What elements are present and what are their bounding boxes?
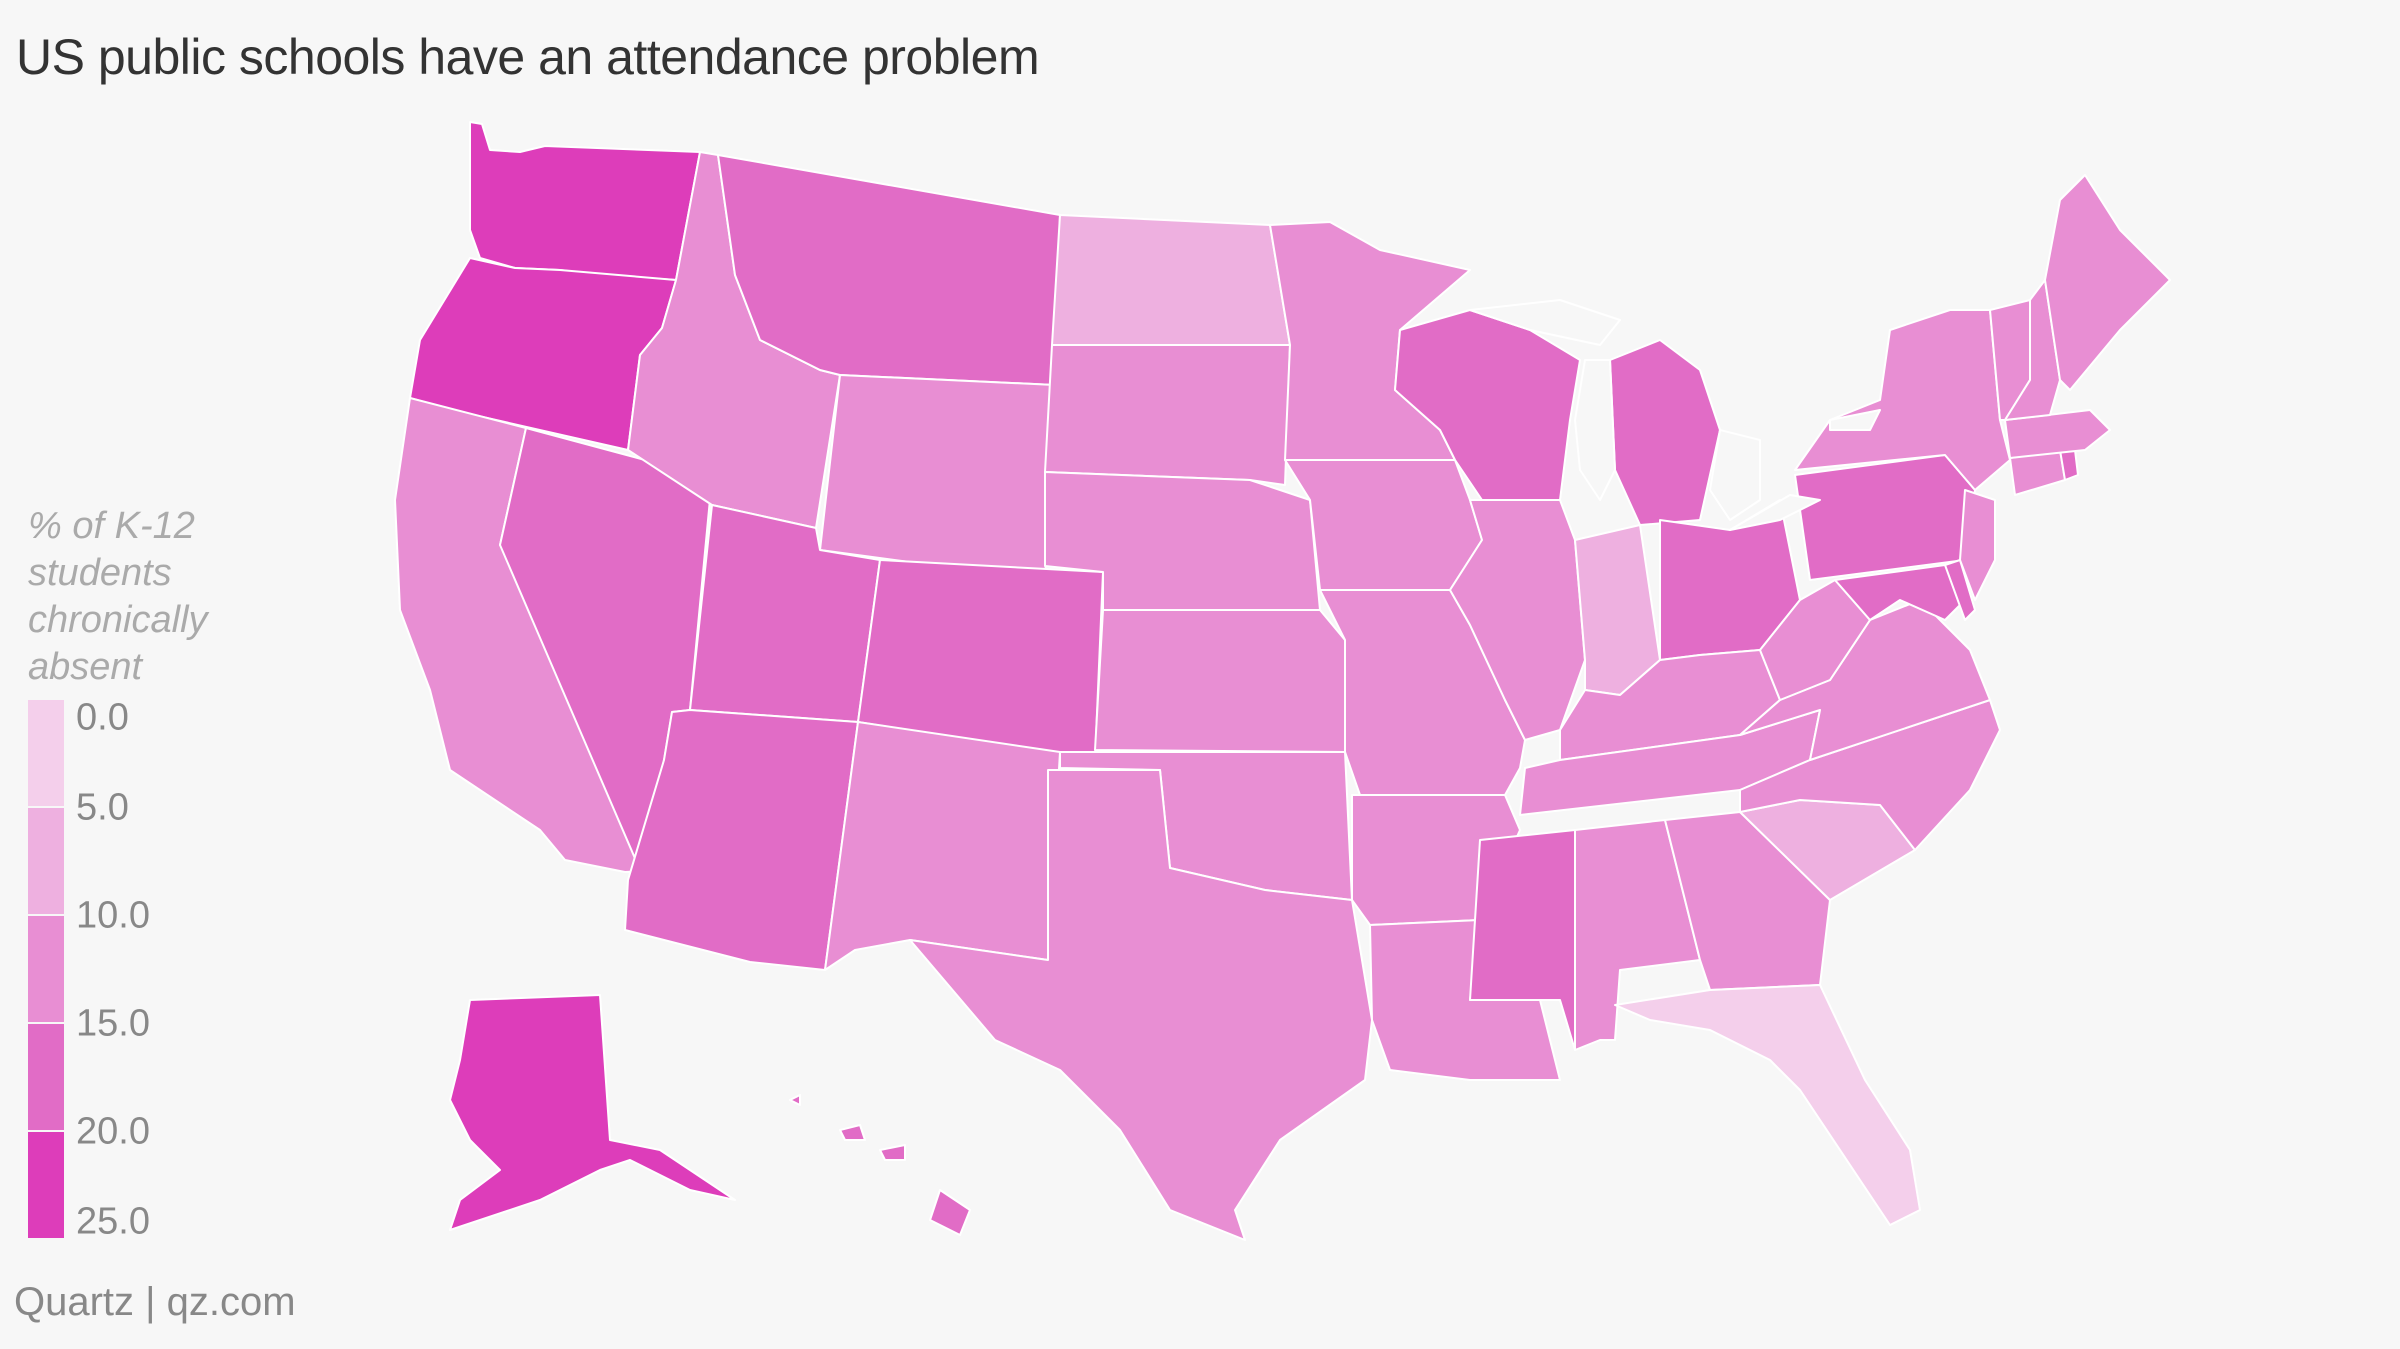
legend-tick-label: 10.0: [76, 894, 150, 937]
state-massachusetts: [2004, 409, 2111, 459]
legend-tick-label: 0.0: [76, 696, 129, 739]
state-illinois: [1449, 499, 1586, 741]
great-lake: [1729, 494, 1821, 531]
source-credit: Quartz | qz.com: [14, 1280, 296, 1324]
legend-swatch-2: [28, 916, 64, 1022]
state-maine: [2044, 174, 2171, 391]
legend-tick-label: 15.0: [76, 1002, 150, 1045]
legend-swatch-1: [28, 808, 64, 914]
legend-title: % of K-12 students chronically absent: [28, 505, 208, 688]
state-north-dakota: [1051, 214, 1291, 346]
great-lake: [1469, 299, 1621, 346]
state-wyoming: [819, 374, 1056, 581]
state-kansas: [1094, 609, 1346, 753]
state-hawaii: [789, 1094, 971, 1236]
state-new-jersey: [1959, 489, 1996, 601]
legend-tick-label: 25.0: [76, 1200, 150, 1243]
great-lake: [1709, 429, 1761, 521]
great-lake: [1829, 409, 1881, 431]
state-pennsylvania: [1794, 454, 1976, 581]
state-washington: [469, 121, 701, 281]
state-new-mexico: [824, 721, 1061, 971]
state-florida: [1614, 984, 1921, 1226]
great-lake: [1574, 359, 1616, 501]
state-delaware: [1944, 559, 1976, 621]
legend-tick-label: 20.0: [76, 1110, 150, 1153]
legend-swatch-0: [28, 700, 64, 806]
state-alaska: [449, 994, 736, 1231]
state-texas: [909, 769, 1373, 1241]
state-michigan: [1609, 339, 1721, 526]
state-indiana: [1574, 524, 1661, 696]
legend-tick-label: 5.0: [76, 786, 129, 829]
chart-title: US public schools have an attendance pro…: [16, 29, 1040, 85]
state-south-dakota: [1044, 344, 1291, 486]
legend-swatch-4: [28, 1132, 64, 1238]
legend-swatch-3: [28, 1024, 64, 1130]
state-mississippi: [1469, 829, 1576, 1051]
